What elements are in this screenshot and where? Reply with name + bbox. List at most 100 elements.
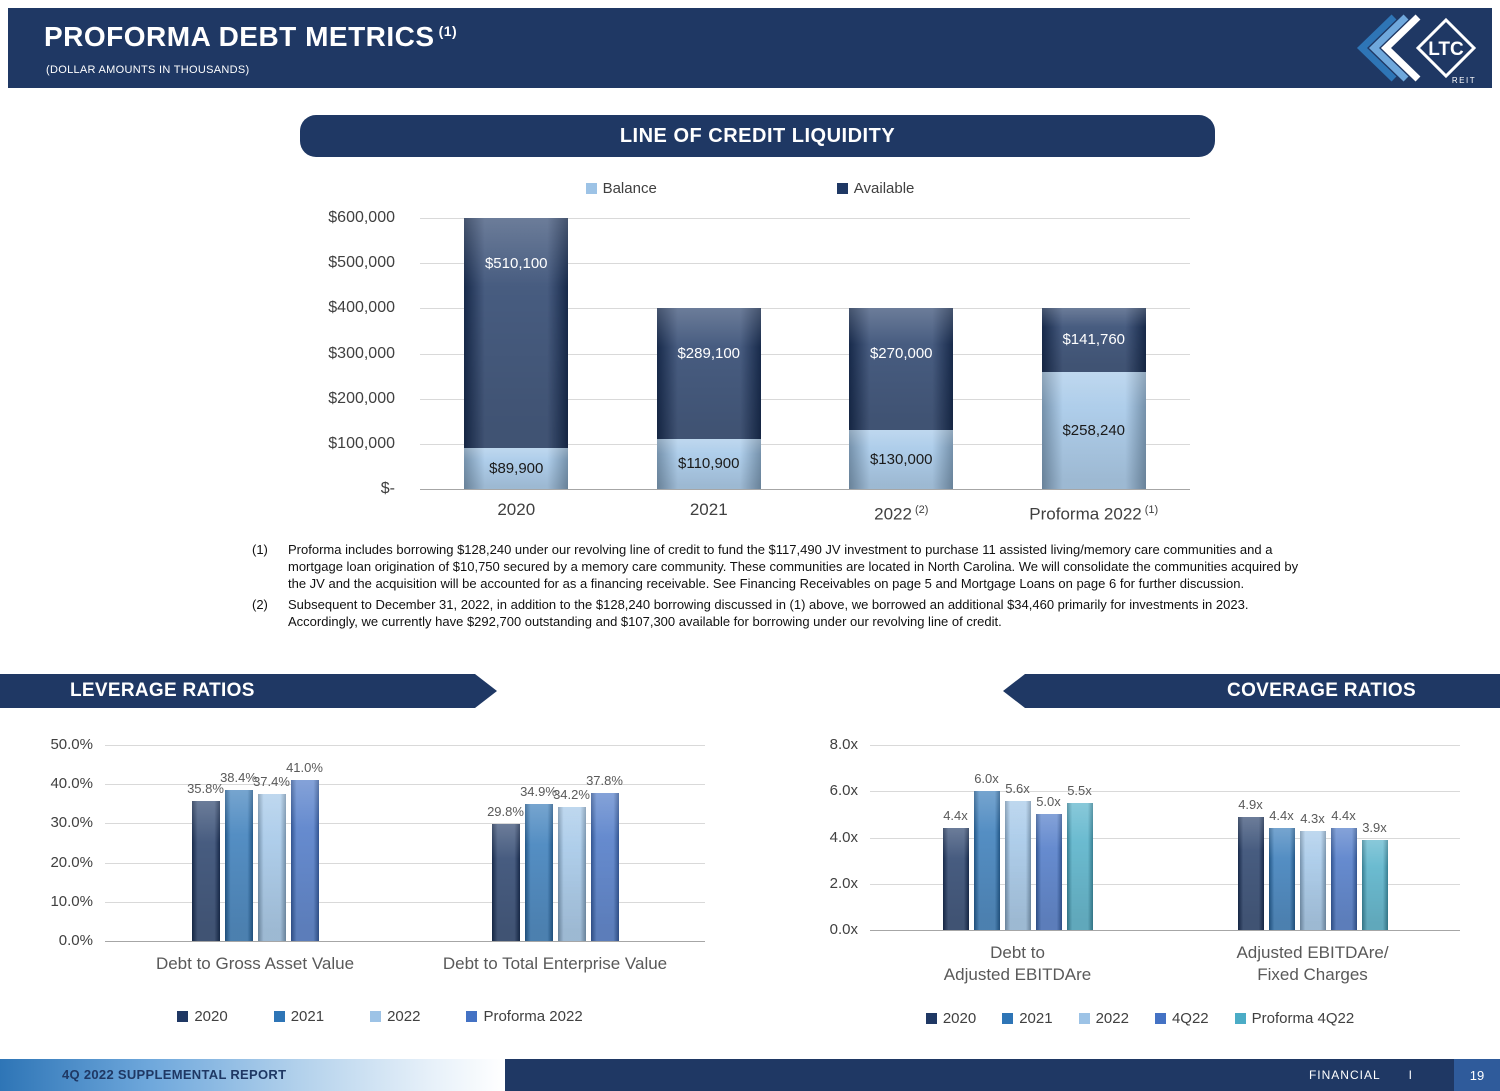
bar-2021 (1268, 828, 1295, 930)
bar-value-label: $130,000 (869, 450, 933, 468)
bar-value-label: 4.9x (1238, 796, 1263, 812)
bar-value-label: $258,240 (1062, 421, 1126, 439)
chart-legend: 2020 2021 2022 Proforma 2022 (40, 1008, 720, 1025)
y-axis-label: 0.0% (58, 932, 93, 949)
chevron-icon (1380, 14, 1421, 82)
y-axis-label: 20.0% (50, 853, 93, 871)
leverage-chart: 35.8% 38.4% 37.4% 41.0% 29.8% 34.9% 34.2% 37.8%… (40, 736, 720, 1060)
x-axis-label-line: Debt to Total Enterprise Value (442, 954, 668, 973)
x-axis-label-text: 2021 (689, 500, 728, 519)
page-title-superscript: (1) (438, 22, 458, 39)
bar-value-label: 5.0x (1036, 794, 1061, 810)
legend-swatch (177, 1011, 189, 1022)
plot-area: 35.8% 38.4% 37.4% 41.0% 29.8% 34.9% 34.2% 37.8% (105, 745, 705, 942)
logo-text: LTC (1428, 39, 1464, 60)
bar-value-label: 34.9% (520, 784, 557, 800)
legend-label: 2020 (942, 1010, 977, 1027)
y-axis-label: $400,000 (328, 299, 395, 317)
bar-value-label: 4.3x (1300, 810, 1325, 826)
y-axis-label: 30.0% (50, 814, 93, 832)
x-axis-label-line: Debt to Gross Asset Value (155, 954, 355, 973)
gridline (105, 941, 705, 942)
bar-2020 (191, 800, 220, 941)
gridline (870, 791, 1460, 793)
bar-segment-available: $270,000 (849, 308, 954, 431)
footer-report-title: 4Q 2022 SUPPLEMENTAL REPORT (0, 1059, 505, 1091)
bar-value-label: 34.2% (553, 786, 590, 802)
bar-2022 (557, 806, 586, 941)
bar-segment-available: $141,760 (1041, 308, 1146, 373)
gridline (420, 263, 1190, 265)
gridline (105, 784, 705, 786)
legend-swatch (1002, 1013, 1014, 1024)
legend-swatch (585, 183, 597, 194)
y-axis-label: 40.0% (50, 775, 93, 793)
gridline (420, 489, 1190, 490)
y-axis-label: 50.0% (50, 736, 93, 753)
y-axis-label: 0.0x (829, 921, 858, 938)
x-axis-label-superscript: (1) (1144, 504, 1159, 516)
legend-label: Proforma 4Q22 (1251, 1010, 1355, 1027)
gridline (420, 398, 1190, 400)
gridline (870, 837, 1460, 839)
gridline (420, 443, 1190, 445)
y-axis-label: 10.0% (50, 892, 93, 910)
bar-value-label: $141,760 (1062, 331, 1126, 349)
liquidity-chart-title: LINE OF CREDIT LIQUIDITY (300, 115, 1215, 157)
legend-item-available: Available (836, 180, 914, 197)
x-axis-label-line: Adjusted EBITDAre (943, 965, 1092, 985)
footnote-text: Subsequent to December 31, 2022, in addi… (288, 596, 1249, 629)
legend-item-2021: 2021 (1002, 1010, 1053, 1027)
legend-item-2020: 2020 (177, 1008, 228, 1025)
bar-proforma-2022 (290, 780, 319, 941)
bar-2021 (524, 804, 553, 941)
y-axis-label: $100,000 (328, 434, 395, 452)
bar-proforma-2022 (590, 792, 619, 941)
bar-value-label: 4.4x (1269, 808, 1294, 824)
y-axis-label: $300,000 (328, 344, 395, 362)
gridline (420, 353, 1190, 355)
bar-value-label: 3.9x (1362, 819, 1387, 835)
x-axis-label: Debt to Gross Asset Value (105, 953, 405, 975)
bar-value-label: 4.4x (1331, 808, 1356, 824)
y-axis-label: $600,000 (328, 209, 395, 226)
bar-value-label: $89,900 (489, 459, 544, 477)
legend-item-proforma-2022: Proforma 2022 (466, 1008, 583, 1025)
page-title: PROFORMA DEBT METRICS (1) (44, 21, 457, 53)
x-axis-label-text: 2022 (874, 504, 912, 524)
legend-item-2021: 2021 (273, 1008, 325, 1025)
footer-section-label: FINANCIAL (1308, 1068, 1381, 1082)
coverage-chart: 4.4x 6.0x 5.6x 5.0x 5.5x 4.9x 4.4x 4.3x 4.4x 3.9x… (800, 736, 1480, 1060)
page-number: 19 (1454, 1059, 1500, 1091)
chart-legend: 2020 2021 2022 4Q22 Proforma 4Q22 (800, 1010, 1480, 1027)
legend-label: 2021 (1019, 1010, 1053, 1027)
gridline (870, 745, 1460, 746)
bar-value-label: $110,900 (678, 454, 740, 472)
legend-label: 2021 (290, 1008, 325, 1025)
bar-value-label: 37.8% (586, 772, 623, 788)
bar-2022 (257, 794, 286, 941)
bar-value-label: 37.4% (253, 774, 290, 790)
bar-segment-balance: $258,240 (1041, 372, 1146, 489)
bar-segment-balance: $110,900 (656, 438, 761, 489)
legend-swatch (1154, 1013, 1166, 1024)
bar-value-label: 29.8% (487, 804, 524, 820)
ltc-logo-graphic: LTC REIT (1356, 14, 1477, 85)
footnote: (2) Subsequent to December 31, 2022, in a… (252, 597, 1310, 631)
x-axis-label-text: 2020 (497, 500, 536, 519)
legend-item-2020: 2020 (925, 1010, 977, 1027)
legend-swatch (466, 1011, 478, 1022)
footnote: (1) Proforma includes borrowing $128,240 … (252, 542, 1310, 593)
page-subtitle: (DOLLAR AMOUNTS IN THOUSANDS) (46, 64, 250, 76)
y-axis-label: $- (380, 480, 395, 497)
gridline (105, 745, 705, 746)
y-axis-label: 2.0x (829, 874, 858, 892)
bar-2020 (942, 828, 969, 930)
bar-2020 (1237, 816, 1264, 930)
bar-segment-balance: $89,900 (464, 448, 569, 489)
bar-value-label: 5.5x (1067, 782, 1092, 798)
bar-4q22 (1035, 814, 1062, 930)
footnote-text: Proforma includes borrowing $128,240 und… (288, 542, 1299, 591)
x-axis-label: 2021 (613, 499, 806, 521)
